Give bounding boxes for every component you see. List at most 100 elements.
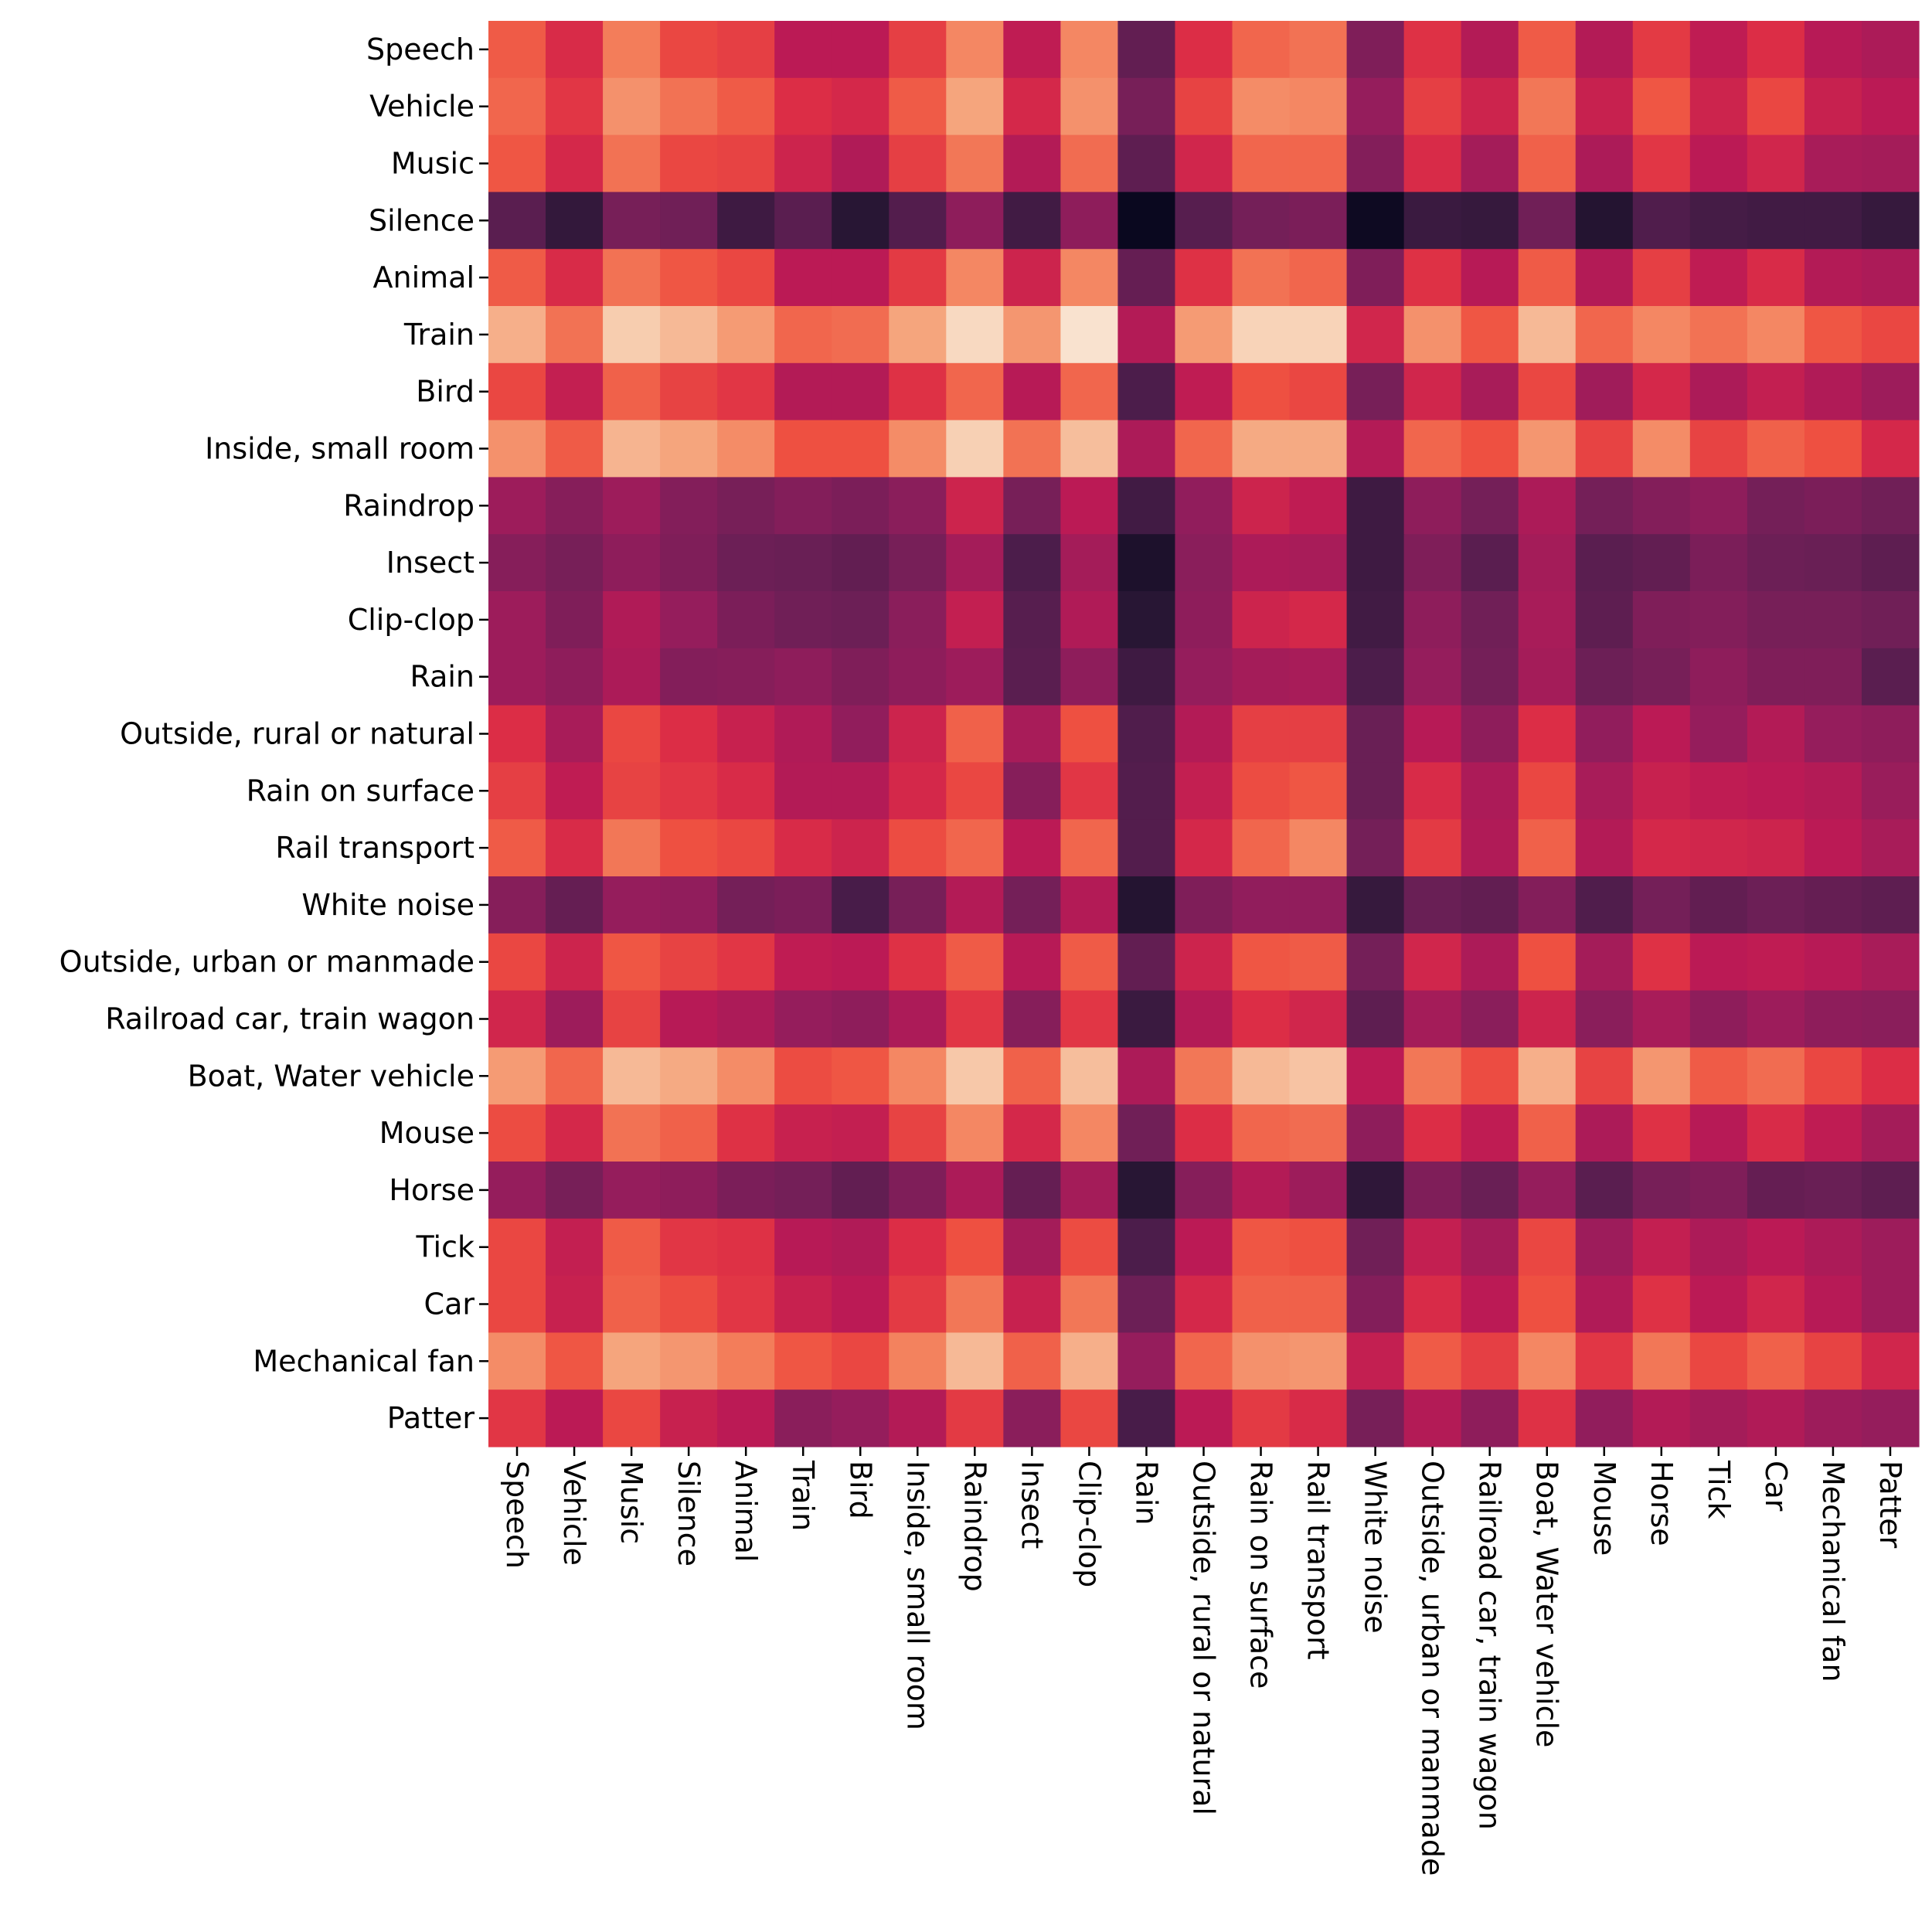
heatmap-cell: [832, 77, 889, 136]
heatmap-cell: [603, 1389, 661, 1447]
heatmap-cell: [889, 1047, 947, 1105]
heatmap-cell: [1346, 420, 1405, 478]
heatmap-cell: [1689, 1047, 1748, 1105]
heatmap-cell: [1747, 933, 1805, 992]
heatmap-cell: [1232, 249, 1291, 307]
heatmap-cell: [1632, 306, 1691, 364]
heatmap-cell: [1346, 705, 1405, 763]
y-tick-label: Patter: [387, 1401, 475, 1435]
heatmap-cell: [1861, 705, 1920, 763]
heatmap-cell: [1575, 362, 1634, 421]
heatmap-cell: [1117, 134, 1176, 192]
heatmap-cell: [1632, 591, 1691, 649]
heatmap-cell: [1060, 134, 1119, 192]
heatmap-cell: [488, 1047, 546, 1105]
x-tick-label: Car: [1759, 1461, 1793, 1512]
heatmap-cell: [1518, 477, 1577, 535]
heatmap-cell: [1403, 933, 1462, 992]
heatmap-cell: [1117, 1218, 1176, 1277]
heatmap-cell: [1461, 134, 1519, 192]
heatmap-cell: [1117, 77, 1176, 136]
heatmap-cell: [1175, 1047, 1233, 1105]
heatmap-cell: [946, 705, 1004, 763]
heatmap-cell: [1346, 1275, 1405, 1333]
heatmap-cell: [1632, 762, 1691, 820]
heatmap-cell: [1289, 1162, 1348, 1219]
heatmap-cell: [1518, 420, 1577, 478]
heatmap-cell: [1346, 1047, 1405, 1105]
heatmap-cell: [889, 192, 947, 250]
heatmap-cell: [832, 591, 889, 649]
heatmap-cell: [546, 990, 604, 1048]
heatmap-cell: [1003, 134, 1061, 192]
heatmap-cell: [1518, 362, 1577, 421]
heatmap-cell: [1232, 134, 1291, 192]
x-tick-label: Animal: [729, 1461, 763, 1563]
heatmap-cell: [1632, 249, 1691, 307]
heatmap-cell: [774, 420, 832, 478]
heatmap-cell: [1518, 21, 1577, 79]
heatmap-cell: [1289, 249, 1348, 307]
heatmap-cell: [1403, 1104, 1462, 1162]
heatmap-cell: [546, 819, 604, 877]
heatmap-cell: [946, 192, 1004, 250]
heatmap-cell: [1175, 705, 1233, 763]
heatmap-cell: [1175, 648, 1233, 706]
heatmap-cell: [1518, 192, 1577, 250]
heatmap-cell: [946, 1332, 1004, 1390]
heatmap-cell: [488, 648, 546, 706]
heatmap-cell: [946, 249, 1004, 307]
heatmap-cell: [774, 77, 832, 136]
heatmap-cell: [1117, 876, 1176, 934]
x-tick-label: Speech: [500, 1461, 534, 1569]
heatmap-cell: [1117, 249, 1176, 307]
heatmap-cell: [1689, 705, 1748, 763]
heatmap-cell: [1804, 134, 1862, 192]
heatmap-cell: [717, 21, 775, 79]
heatmap-cell: [717, 77, 775, 136]
heatmap-cell: [488, 21, 546, 79]
heatmap-cell: [603, 192, 661, 250]
heatmap-cell: [1804, 648, 1862, 706]
heatmap-cell: [1861, 1162, 1920, 1219]
heatmap-cell: [1175, 21, 1233, 79]
heatmap-cell: [1632, 192, 1691, 250]
heatmap-cell: [1232, 876, 1291, 934]
heatmap-cell: [488, 420, 546, 478]
heatmap-cell: [832, 1218, 889, 1277]
y-tick-label: Mechanical fan: [253, 1344, 474, 1378]
heatmap-cell: [1117, 477, 1176, 535]
heatmap-cell: [1747, 705, 1805, 763]
heatmap-cell: [1060, 762, 1119, 820]
heatmap-cell: [1575, 933, 1634, 992]
heatmap-cell: [603, 1047, 661, 1105]
heatmap-cell: [488, 192, 546, 250]
heatmap-cell: [488, 1104, 546, 1162]
heatmap-cell: [1518, 1162, 1577, 1219]
heatmap-cell: [832, 21, 889, 79]
heatmap-cell: [1232, 192, 1291, 250]
heatmap-cell: [1289, 534, 1348, 592]
heatmap-cell: [1346, 591, 1405, 649]
heatmap-cell: [1518, 134, 1577, 192]
y-tick-label: Horse: [389, 1173, 474, 1207]
heatmap-cell: [1403, 21, 1462, 79]
heatmap-cell: [889, 21, 947, 79]
heatmap-cell: [1403, 648, 1462, 706]
heatmap-cell: [1747, 876, 1805, 934]
heatmap-cell: [1861, 21, 1920, 79]
heatmap-cell: [1632, 1218, 1691, 1277]
heatmap-cell: [717, 249, 775, 307]
heatmap-cell: [1575, 534, 1634, 592]
heatmap-cell: [1346, 21, 1405, 79]
x-tick-label: Music: [614, 1461, 648, 1544]
heatmap-cell: [1060, 705, 1119, 763]
heatmap-cell: [774, 819, 832, 877]
heatmap-cell: [660, 249, 718, 307]
heatmap-cell: [1232, 705, 1291, 763]
heatmap-cell: [660, 1104, 718, 1162]
heatmap-cell: [660, 134, 718, 192]
heatmap-cell: [1461, 77, 1519, 136]
heatmap-cell: [1575, 1104, 1634, 1162]
heatmap-cell: [1003, 1218, 1061, 1277]
